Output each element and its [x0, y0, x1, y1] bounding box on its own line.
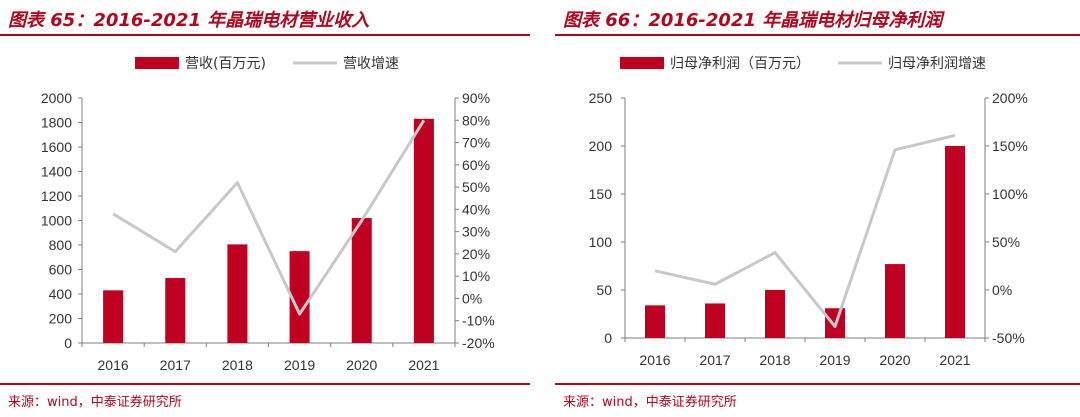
- bar: [165, 278, 186, 343]
- bar: [103, 290, 124, 343]
- bar: [289, 251, 310, 343]
- y-left-tick-label: 1400: [41, 164, 72, 180]
- y-right-tick-label: 60%: [462, 157, 490, 173]
- legend-line-label: 归母净利润增速: [888, 55, 986, 72]
- x-tick-label: 2018: [759, 352, 790, 368]
- bar: [413, 118, 434, 343]
- x-tick-label: 2020: [879, 352, 910, 368]
- y-right-tick-label: -50%: [992, 330, 1025, 346]
- bar: [227, 244, 248, 343]
- y-left-tick-label: 0: [604, 330, 612, 346]
- chart-source: 来源：wind，中泰证券研究所: [563, 395, 737, 410]
- y-right-tick-label: 200%: [992, 90, 1028, 106]
- bar: [945, 146, 965, 338]
- legend-bar-swatch: [135, 57, 179, 69]
- y-right-tick-label: -10%: [462, 313, 495, 329]
- legend-bar-label: 归母净利润（百万元）: [670, 55, 810, 72]
- growth-line: [112, 119, 426, 316]
- y-right-tick-label: 20%: [462, 246, 490, 262]
- x-tick-label: 2019: [819, 352, 850, 368]
- y-left-tick-label: 250: [589, 90, 613, 106]
- y-right-tick-label: 80%: [462, 112, 490, 128]
- y-left-tick-label: 0: [64, 335, 72, 351]
- y-right-tick-label: 90%: [462, 90, 490, 106]
- y-left-tick-label: 1000: [41, 213, 72, 229]
- x-tick-label: 2019: [284, 357, 315, 373]
- y-left-tick-label: 1600: [41, 139, 72, 155]
- x-tick-label: 2020: [346, 357, 377, 373]
- bar: [645, 305, 665, 338]
- y-left-tick-label: 600: [49, 262, 73, 278]
- y-right-tick-label: 50%: [992, 234, 1020, 250]
- x-tick-label: 2016: [98, 357, 129, 373]
- y-right-tick-label: 10%: [462, 268, 490, 284]
- y-left-tick-label: 150: [589, 186, 613, 202]
- legend-line-label: 营收增速: [343, 56, 399, 72]
- y-right-tick-label: 40%: [462, 201, 490, 217]
- y-left-tick-label: 400: [49, 286, 73, 302]
- legend-bar-swatch: [620, 57, 664, 69]
- y-left-tick-label: 2000: [41, 90, 72, 106]
- net-profit-chart: 0 50 100 150 200 250 -50% 0% 50% 100% 150% 200% 2016…: [589, 55, 1028, 368]
- bar: [351, 218, 372, 343]
- chart-title: 图表 66：2016-2021 年晶瑞电材归母净利润: [563, 10, 943, 31]
- source-divider: [0, 383, 530, 385]
- source-divider: [555, 383, 1080, 385]
- chart-source: 来源：wind，中泰证券研究所: [8, 395, 182, 410]
- y-left-tick-label: 800: [49, 237, 73, 253]
- x-tick-label: 2021: [939, 352, 970, 368]
- x-tick-label: 2018: [222, 357, 253, 373]
- x-tick-label: 2021: [408, 357, 439, 373]
- y-right-tick-label: 100%: [992, 186, 1028, 202]
- chart-panel-revenue: 图表 65：2016-2021 年晶瑞电材营业收入 0 200 400 600 800 1…: [0, 0, 530, 417]
- y-left-tick-label: 200: [49, 311, 73, 327]
- title-divider: [555, 34, 1080, 36]
- y-left-tick-label: 100: [589, 234, 613, 250]
- revenue-chart: 0 200 400 600 800 1000 1200 1400 1600 1800 2000 -20…: [41, 56, 495, 373]
- y-right-tick-label: 70%: [462, 135, 490, 151]
- x-tick-label: 2017: [160, 357, 191, 373]
- title-divider: [0, 34, 530, 36]
- y-left-tick-label: 1200: [41, 188, 72, 204]
- x-tick-label: 2017: [699, 352, 730, 368]
- chart-title: 图表 65：2016-2021 年晶瑞电材营业收入: [8, 10, 370, 31]
- y-left-tick-label: 50: [596, 282, 612, 298]
- bar: [885, 264, 905, 338]
- y-right-tick-label: 50%: [462, 179, 490, 195]
- y-right-tick-label: 150%: [992, 138, 1028, 154]
- y-right-tick-label: 0%: [992, 282, 1012, 298]
- y-left-tick-label: 200: [589, 138, 613, 154]
- growth-line: [654, 133, 956, 328]
- y-left-tick-label: 1800: [41, 115, 72, 131]
- legend-bar-label: 营收(百万元): [185, 56, 266, 72]
- y-right-tick-label: 0%: [462, 290, 482, 306]
- bar: [765, 290, 785, 338]
- bar: [705, 303, 725, 338]
- y-right-tick-label: 30%: [462, 224, 490, 240]
- y-right-tick-label: -20%: [462, 335, 495, 351]
- x-tick-label: 2016: [639, 352, 670, 368]
- chart-panel-net-profit: 图表 66：2016-2021 年晶瑞电材归母净利润 0 50 100 150 200 2…: [555, 0, 1080, 417]
